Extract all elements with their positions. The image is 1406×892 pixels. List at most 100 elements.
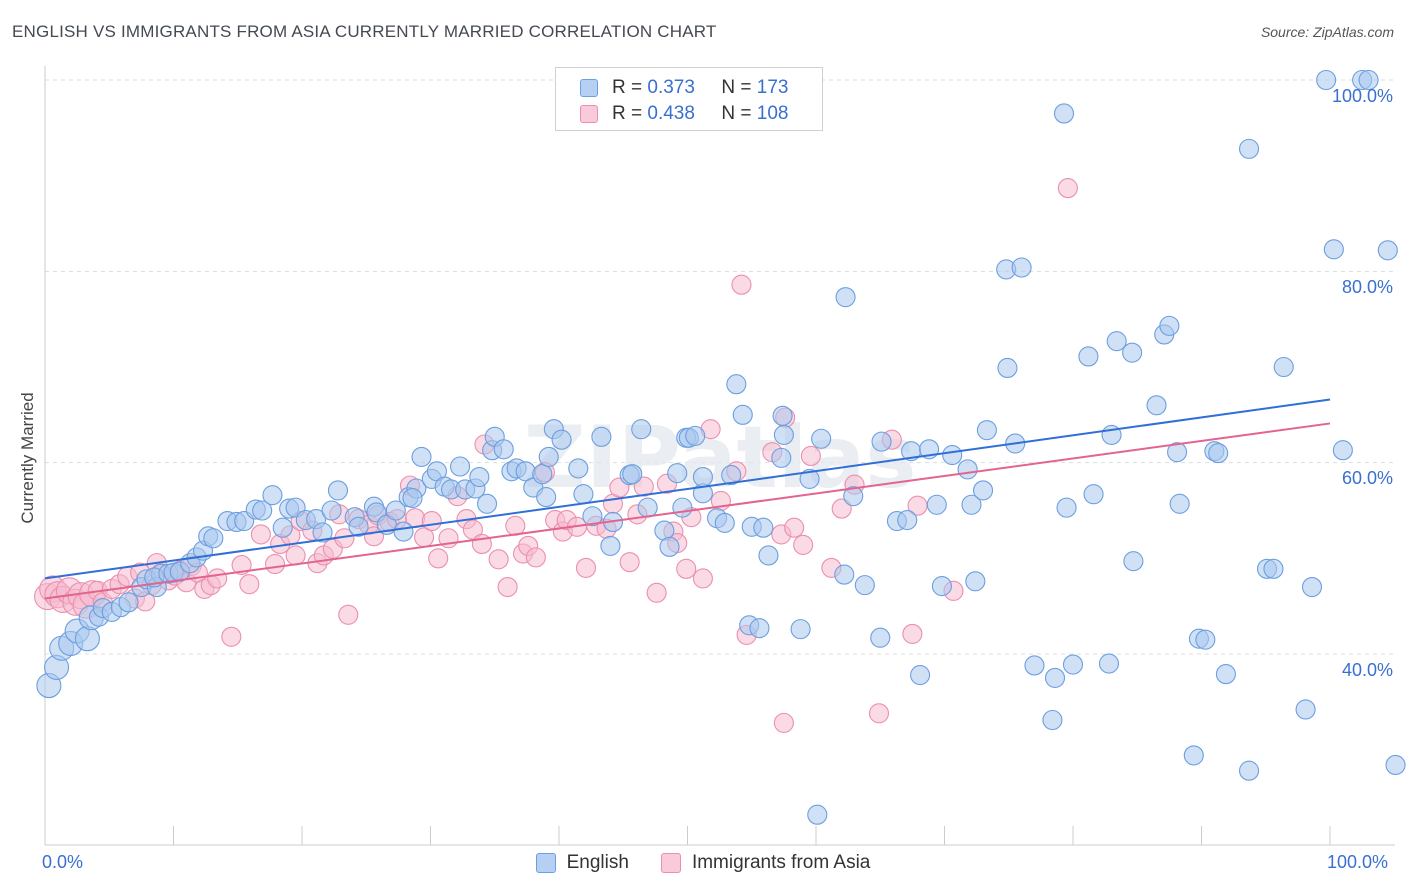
english-point	[870, 627, 891, 648]
legend-item-asia[interactable]: Immigrants from Asia	[660, 852, 870, 874]
asia-point	[800, 445, 821, 467]
y-tick-label: 80.0%	[1341, 277, 1393, 297]
english-point	[568, 458, 589, 479]
english-point	[532, 464, 553, 485]
asia-point	[784, 517, 805, 538]
asia-point	[902, 623, 923, 644]
english-point	[1122, 342, 1143, 363]
english-point	[203, 528, 224, 549]
english-swatch	[535, 853, 556, 873]
english-point	[753, 517, 774, 538]
english-trend-line	[44, 398, 1331, 580]
series-legend: English Immigrants from Asia	[0, 852, 1406, 874]
r-label: R =	[612, 103, 643, 124]
english-point	[871, 431, 892, 452]
english-point	[1056, 497, 1077, 518]
n-value: 108	[756, 103, 789, 124]
english-point	[976, 420, 997, 441]
asia-point	[676, 558, 697, 579]
english-point	[790, 619, 811, 640]
english-point	[118, 592, 139, 613]
english-point	[1195, 629, 1216, 650]
english-point	[910, 664, 931, 686]
english-point	[1295, 699, 1316, 720]
english-point	[1011, 257, 1032, 278]
english-point	[926, 494, 947, 515]
english-point	[637, 497, 658, 518]
english-point	[262, 485, 283, 506]
legend-row-asia: R = 0.438 N = 108	[580, 101, 788, 127]
english-point	[957, 459, 978, 480]
english-point	[1062, 654, 1084, 675]
asia-point	[250, 524, 271, 545]
english-point	[667, 463, 688, 484]
legend-item-english[interactable]: English	[535, 852, 629, 874]
asia-point	[692, 568, 713, 589]
english-point	[1044, 667, 1066, 688]
english-point	[1238, 138, 1260, 159]
stats-legend: R = 0.373 N = 173 R = 0.438 N = 108	[555, 67, 823, 131]
english-point	[692, 466, 713, 488]
english-point	[1146, 395, 1167, 416]
asia-point	[831, 498, 852, 519]
chart-title: ENGLISH VS IMMIGRANTS FROM ASIA CURRENTL…	[12, 22, 717, 41]
english-point	[1183, 745, 1204, 766]
english-point	[1263, 558, 1284, 579]
asia-point	[221, 626, 242, 647]
asia-point	[731, 274, 752, 295]
english-point	[321, 500, 342, 521]
asia-point	[239, 574, 260, 595]
english-point	[1238, 760, 1260, 781]
asia-swatch	[580, 105, 598, 123]
english-point	[835, 287, 856, 308]
asia-point	[428, 548, 449, 569]
asia-trend-line	[44, 422, 1331, 600]
english-point	[1159, 315, 1180, 336]
english-point	[672, 497, 693, 518]
english-point	[1098, 653, 1120, 674]
english-point	[1167, 442, 1188, 463]
english-point	[1273, 356, 1294, 378]
english-point	[631, 419, 652, 440]
english-point	[600, 535, 621, 556]
english-swatch	[580, 79, 598, 97]
english-point	[252, 500, 273, 521]
asia-point	[619, 552, 640, 573]
english-point	[1123, 551, 1144, 572]
english-point	[771, 447, 792, 468]
english-point	[312, 522, 333, 543]
english-point	[1377, 240, 1398, 261]
asia-point	[505, 515, 526, 536]
english-point	[476, 493, 498, 514]
english-point	[749, 618, 770, 639]
asia-point	[338, 604, 359, 625]
english-point	[931, 576, 952, 597]
english-point	[1208, 443, 1229, 464]
asia-point	[773, 712, 794, 733]
english-point	[1323, 239, 1344, 260]
r-value: 0.438	[647, 103, 695, 124]
asia-swatch	[660, 853, 681, 873]
asia-point	[488, 549, 509, 570]
english-point	[582, 506, 603, 527]
y-tick-label: 100.0%	[1331, 86, 1393, 106]
legend-row-english: R = 0.373 N = 173	[580, 75, 788, 101]
english-point	[799, 468, 820, 489]
english-point	[1332, 440, 1353, 461]
english-point	[1301, 576, 1323, 598]
english-point	[74, 626, 100, 652]
english-point	[469, 466, 490, 488]
english-point	[411, 446, 432, 467]
english-point	[972, 480, 994, 501]
english-point	[714, 512, 735, 533]
english-point	[811, 428, 832, 449]
english-point	[897, 510, 918, 531]
source-credit: Source: ZipAtlas.com	[1260, 24, 1394, 40]
r-label: R =	[612, 77, 643, 98]
asia-point	[231, 554, 252, 576]
legend-label: English	[566, 852, 629, 873]
asia-point	[497, 576, 518, 598]
english-point	[772, 405, 793, 426]
english-point	[1316, 69, 1337, 91]
